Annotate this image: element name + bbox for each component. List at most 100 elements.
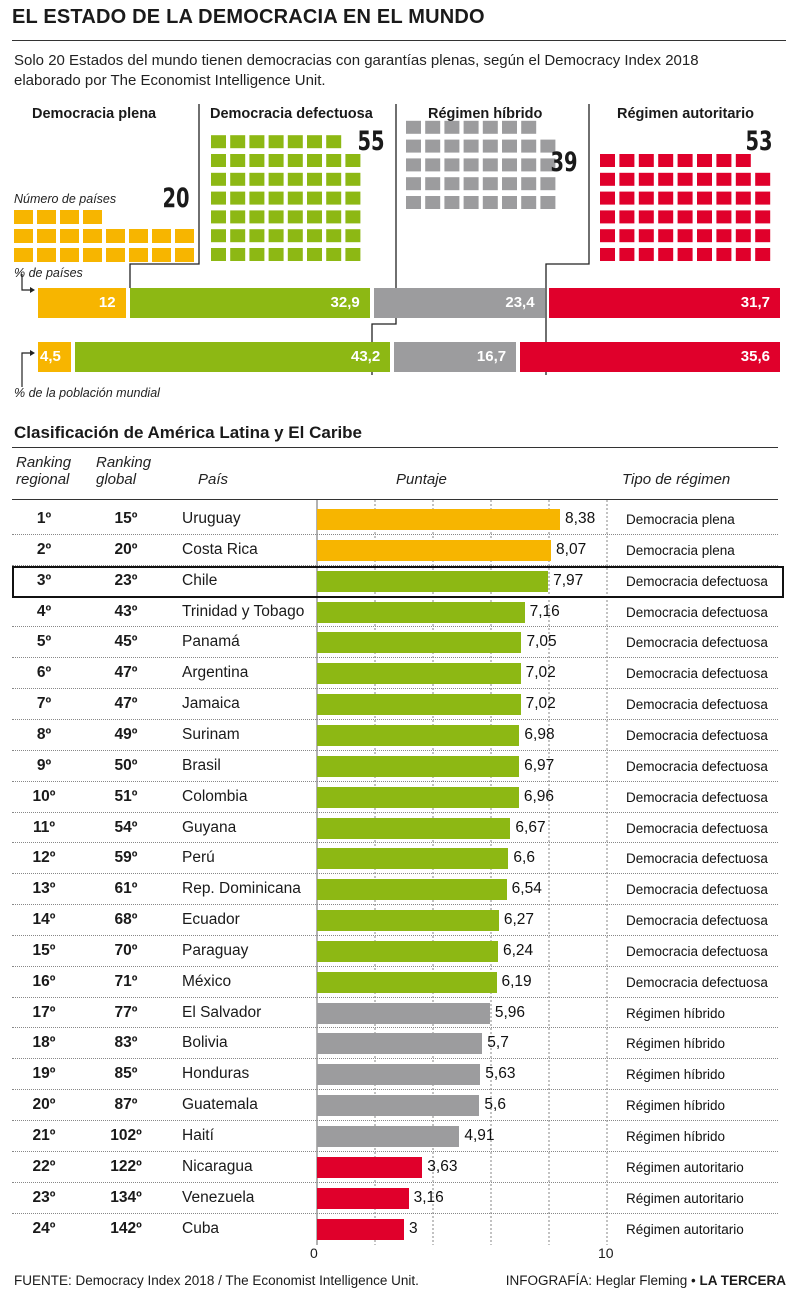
country-square-hibrido bbox=[502, 158, 517, 171]
title-divider bbox=[12, 40, 786, 41]
country-name: Cuba bbox=[182, 1220, 219, 1238]
country-square-plena bbox=[152, 248, 171, 262]
country-square-autoritario bbox=[736, 173, 751, 186]
regime-type: Democracia defectuosa bbox=[626, 944, 768, 959]
section-title: Clasificación de América Latina y El Car… bbox=[14, 423, 362, 443]
score-bar bbox=[317, 1003, 490, 1024]
ranking-global: 87º bbox=[96, 1096, 156, 1114]
score-label: 7,05 bbox=[526, 633, 556, 651]
country-square-autoritario bbox=[697, 210, 712, 223]
country-square-autoritario bbox=[736, 210, 751, 223]
country-square-plena bbox=[37, 248, 56, 262]
regime-type: Democracia defectuosa bbox=[626, 635, 768, 650]
header-regional-l1: Ranking bbox=[16, 454, 71, 471]
country-square-hibrido bbox=[540, 177, 555, 190]
country-square-autoritario bbox=[716, 192, 731, 205]
country-square-plena bbox=[83, 248, 102, 262]
country-square-autoritario bbox=[658, 210, 673, 223]
country-square-defectuosa bbox=[326, 210, 341, 223]
row-divider bbox=[12, 935, 778, 936]
country-square-hibrido bbox=[425, 196, 440, 209]
score-bar bbox=[317, 1126, 459, 1147]
ranking-global: 51º bbox=[96, 788, 156, 806]
country-square-autoritario bbox=[639, 229, 654, 242]
count-label: Número de países bbox=[14, 192, 116, 206]
country-square-plena bbox=[83, 229, 102, 243]
score-label: 8,38 bbox=[565, 510, 595, 528]
country-name: Brasil bbox=[182, 757, 221, 775]
country-square-defectuosa bbox=[230, 135, 245, 148]
ranking-global: 85º bbox=[96, 1065, 156, 1083]
regime-type: Democracia defectuosa bbox=[626, 851, 768, 866]
ranking-global: 47º bbox=[96, 695, 156, 713]
country-square-autoritario bbox=[600, 192, 615, 205]
count-defectuosa: 55 bbox=[358, 126, 385, 157]
ranking-regional: 16º bbox=[14, 973, 74, 991]
ranking-global: 102º bbox=[96, 1127, 156, 1145]
pct-population-bar-value-plena: 4,5 bbox=[40, 348, 61, 365]
score-bar bbox=[317, 1033, 482, 1054]
country-square-hibrido bbox=[483, 196, 498, 209]
row-divider bbox=[12, 719, 778, 720]
score-bar bbox=[317, 910, 499, 931]
country-square-defectuosa bbox=[288, 154, 303, 167]
country-square-autoritario bbox=[697, 173, 712, 186]
ranking-global: 54º bbox=[96, 819, 156, 837]
ranking-global: 49º bbox=[96, 726, 156, 744]
country-square-plena bbox=[14, 210, 33, 224]
regime-type: Democracia defectuosa bbox=[626, 913, 768, 928]
country-square-defectuosa bbox=[345, 229, 360, 242]
row-divider bbox=[12, 534, 778, 535]
ranking-regional: 12º bbox=[14, 849, 74, 867]
score-label: 7,02 bbox=[526, 695, 556, 713]
ranking-global: 47º bbox=[96, 664, 156, 682]
country-square-defectuosa bbox=[326, 135, 341, 148]
country-square-defectuosa bbox=[269, 192, 284, 205]
country-square-defectuosa bbox=[326, 154, 341, 167]
country-square-autoritario bbox=[678, 154, 693, 167]
ranking-regional: 22º bbox=[14, 1158, 74, 1176]
score-label: 6,97 bbox=[524, 757, 554, 775]
country-square-defectuosa bbox=[288, 192, 303, 205]
score-bar bbox=[317, 972, 497, 993]
country-square-autoritario bbox=[736, 229, 751, 242]
regime-type: Régimen autoritario bbox=[626, 1222, 744, 1237]
row-divider bbox=[12, 966, 778, 967]
country-square-autoritario bbox=[678, 229, 693, 242]
country-square-defectuosa bbox=[230, 210, 245, 223]
country-name: Trinidad y Tobago bbox=[182, 603, 304, 621]
country-name: México bbox=[182, 973, 231, 991]
country-square-autoritario bbox=[619, 192, 634, 205]
count-plena: 20 bbox=[163, 183, 190, 214]
country-square-autoritario bbox=[600, 154, 615, 167]
country-square-plena bbox=[60, 210, 79, 224]
country-square-defectuosa bbox=[230, 248, 245, 261]
country-square-autoritario bbox=[716, 248, 731, 261]
ranking-regional: 18º bbox=[14, 1034, 74, 1052]
country-square-autoritario bbox=[736, 192, 751, 205]
country-square-autoritario bbox=[736, 248, 751, 261]
score-label: 7,02 bbox=[526, 664, 556, 682]
country-square-hibrido bbox=[444, 121, 459, 134]
header-regional: Ranking regional bbox=[16, 454, 71, 488]
country-square-hibrido bbox=[502, 121, 517, 134]
ranking-global: 43º bbox=[96, 603, 156, 621]
country-name: Uruguay bbox=[182, 510, 241, 528]
pct-countries-bar-autoritario: 31,7 bbox=[549, 288, 780, 318]
country-square-defectuosa bbox=[249, 173, 264, 186]
pct-countries-bar-value-autoritario: 31,7 bbox=[741, 294, 770, 311]
country-name: Surinam bbox=[182, 726, 240, 744]
country-name: Panamá bbox=[182, 633, 240, 651]
regime-type: Democracia plena bbox=[626, 512, 735, 527]
country-square-autoritario bbox=[639, 173, 654, 186]
ranking-regional: 14º bbox=[14, 911, 74, 929]
country-square-defectuosa bbox=[326, 248, 341, 261]
country-square-defectuosa bbox=[288, 248, 303, 261]
section-divider bbox=[12, 447, 778, 448]
country-square-autoritario bbox=[639, 154, 654, 167]
country-square-defectuosa bbox=[288, 135, 303, 148]
row-divider bbox=[12, 1151, 778, 1152]
country-square-defectuosa bbox=[269, 173, 284, 186]
country-square-plena bbox=[60, 229, 79, 243]
row-divider bbox=[12, 904, 778, 905]
